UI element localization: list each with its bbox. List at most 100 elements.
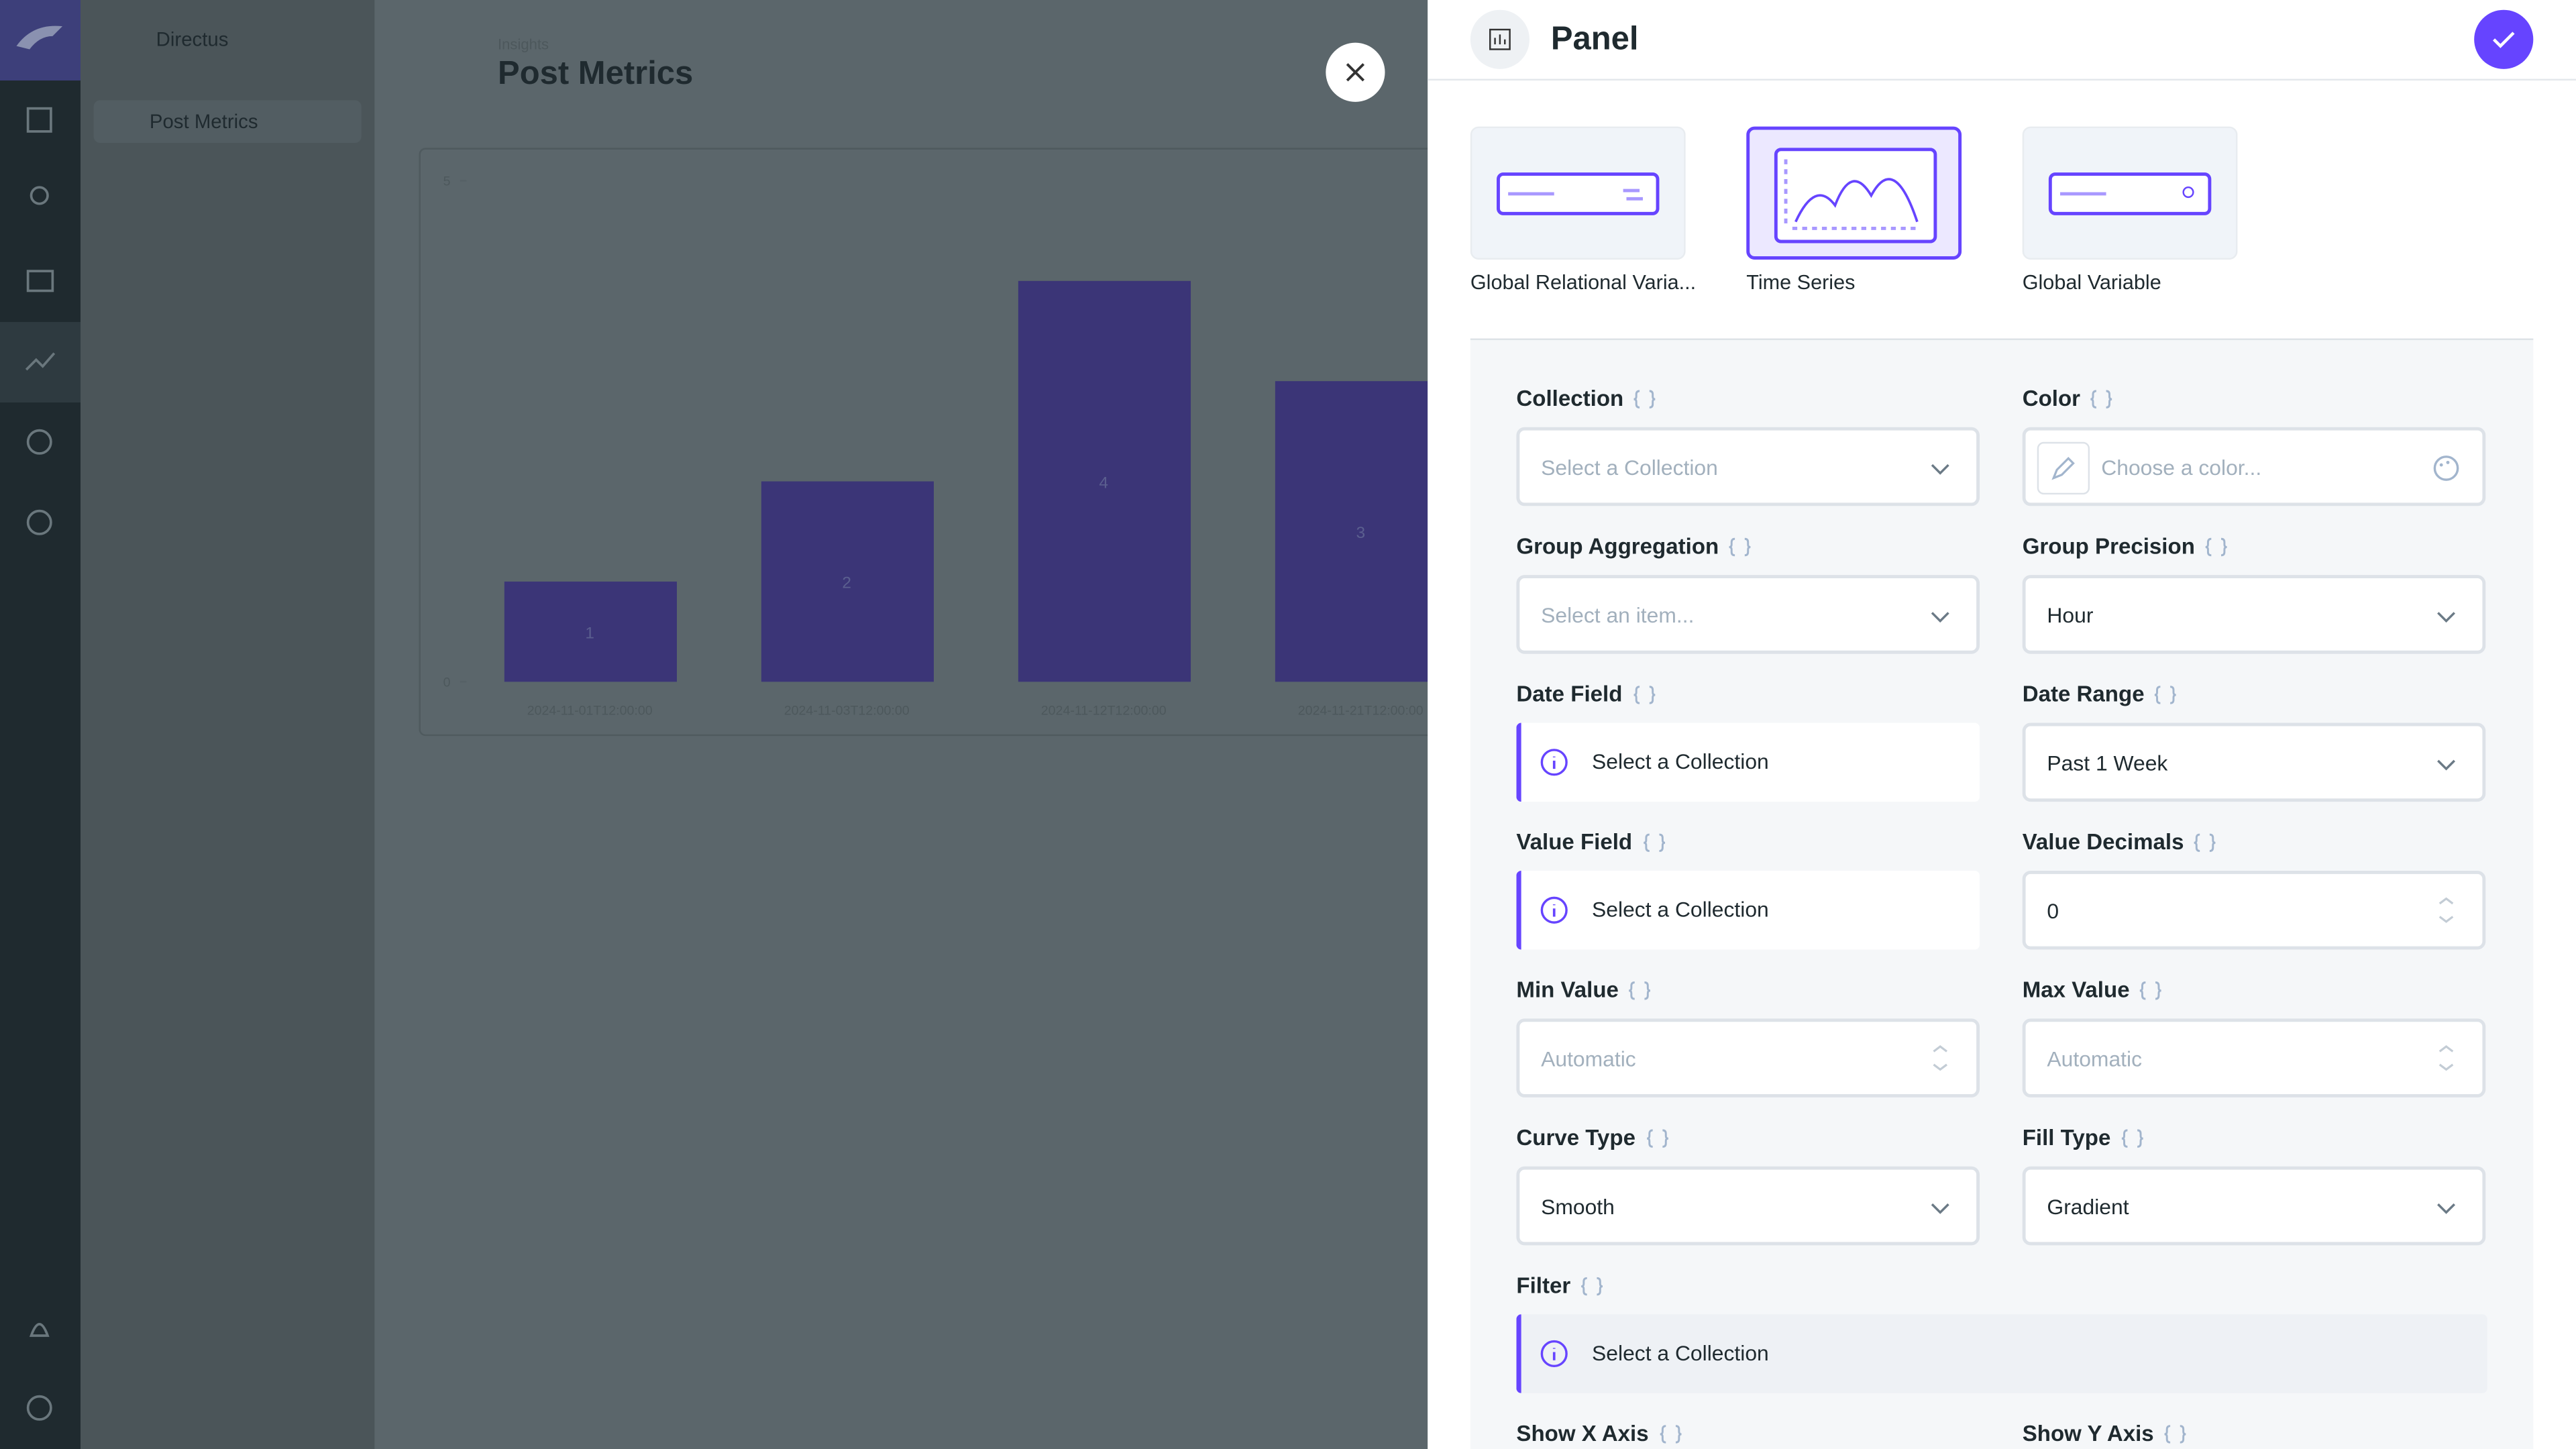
palette-icon bbox=[2433, 455, 2459, 481]
x-tick-label: 2024-11-03T12:00:00 bbox=[784, 703, 910, 718]
drawer-title: Panel bbox=[1550, 21, 1639, 58]
close-button[interactable] bbox=[1326, 42, 1385, 102]
field-value: Select a Collection bbox=[1592, 1340, 1769, 1366]
raw-value-toggle bbox=[1581, 1277, 1603, 1296]
bar-label: 1 bbox=[585, 624, 594, 642]
rail-icons bbox=[25, 107, 56, 1421]
raw-value-toggle bbox=[2121, 1129, 2143, 1148]
bar-label: 2 bbox=[842, 574, 851, 592]
stepper bbox=[2438, 1045, 2454, 1071]
raw-value-toggle bbox=[2154, 686, 2176, 704]
save-button[interactable] bbox=[2474, 9, 2534, 69]
field-select[interactable]: Select a Collection bbox=[1516, 427, 1980, 506]
field-label: Date Field bbox=[1516, 682, 1623, 707]
field-notice[interactable]: Select a Collection bbox=[1516, 1314, 2487, 1393]
raw-value-toggle bbox=[1629, 981, 1651, 1000]
drawer-header bbox=[1428, 0, 2576, 81]
chevron bbox=[2437, 759, 2455, 771]
raw-value-toggle bbox=[2164, 1425, 2186, 1444]
info-icon bbox=[1540, 749, 1568, 776]
field-select[interactable]: Hour bbox=[2022, 575, 2486, 654]
field-value: Choose a color... bbox=[2101, 455, 2262, 480]
field-select[interactable]: Past 1 Week bbox=[2022, 722, 2486, 802]
breadcrumb: Insights bbox=[498, 36, 549, 53]
chevron bbox=[1931, 612, 1949, 623]
field-select[interactable]: Smooth bbox=[1516, 1166, 1980, 1246]
nav-item[interactable]: Post Metrics bbox=[93, 100, 362, 144]
field-value: Select a Collection bbox=[1541, 455, 1718, 480]
chevron bbox=[1931, 464, 1949, 475]
panel-type[interactable] bbox=[1746, 126, 1962, 260]
color-swatch bbox=[2037, 441, 2090, 495]
stepper bbox=[2438, 897, 2454, 923]
bar-label: 3 bbox=[1356, 524, 1365, 542]
field-label: Group Aggregation bbox=[1516, 533, 1719, 559]
field-color[interactable]: Choose a color... bbox=[2022, 427, 2486, 506]
raw-value-toggle bbox=[1729, 537, 1751, 557]
page-title: Post Metrics bbox=[498, 56, 694, 93]
bar bbox=[504, 581, 677, 682]
field-select[interactable]: Gradient bbox=[2022, 1166, 2486, 1246]
field-value: Select a Collection bbox=[1592, 897, 1769, 922]
field-label: Value Field bbox=[1516, 829, 1633, 855]
field-label: Fill Type bbox=[2022, 1125, 2111, 1150]
check-icon bbox=[2492, 32, 2515, 48]
field-number[interactable]: Automatic bbox=[1516, 1018, 1980, 1097]
panel-type-label: Global Relational Varia... bbox=[1470, 271, 1697, 294]
header-icon bbox=[1470, 9, 1530, 69]
field-value: 0 bbox=[2047, 898, 2059, 924]
chevron bbox=[2437, 1203, 2455, 1214]
chart: 0 5 1 2024-11-01T12:00:00 2 2024-11-03T12:00:… bbox=[443, 174, 1428, 718]
logo[interactable] bbox=[0, 0, 81, 81]
field-label: Show X Axis bbox=[1516, 1421, 1649, 1446]
field-value: Past 1 Week bbox=[2047, 751, 2168, 775]
x-tick-label: 2024-11-12T12:00:00 bbox=[1041, 703, 1167, 718]
chevron bbox=[1931, 1203, 1949, 1214]
panel-type-label: Time Series bbox=[1746, 271, 1856, 294]
raw-value-toggle bbox=[1633, 390, 1656, 409]
field-label: Collection bbox=[1516, 386, 1624, 411]
field-value: Hour bbox=[2047, 602, 2094, 628]
raw-value-toggle bbox=[1644, 833, 1666, 853]
logo-icon bbox=[16, 25, 63, 50]
nav: Directus Post Metrics bbox=[80, 0, 375, 1449]
field-value: Automatic bbox=[2047, 1046, 2143, 1071]
bar bbox=[761, 481, 934, 682]
field-label: Filter bbox=[1516, 1273, 1571, 1298]
field-label: Show Y Axis bbox=[2022, 1421, 2154, 1446]
nav-label: Post Metrics bbox=[149, 110, 258, 133]
raw-value-toggle bbox=[2194, 833, 2216, 853]
project-name: Directus bbox=[156, 28, 229, 51]
raw-value-toggle bbox=[1660, 1425, 1682, 1444]
close-icon bbox=[1346, 63, 1365, 82]
chevron bbox=[2437, 612, 2455, 623]
field-label: Color bbox=[2022, 386, 2081, 411]
field-label: Curve Type bbox=[1516, 1125, 1636, 1150]
field-notice[interactable]: Select a Collection bbox=[1516, 870, 1980, 950]
field-label: Max Value bbox=[2022, 977, 2130, 1002]
panel-type[interactable] bbox=[1470, 126, 1686, 260]
panel-preview bbox=[1774, 148, 1937, 244]
field-select[interactable]: Select an item... bbox=[1516, 575, 1980, 654]
field-notice[interactable]: Select a Collection bbox=[1516, 722, 1980, 802]
info-icon bbox=[1540, 896, 1568, 924]
field-value: Gradient bbox=[2047, 1194, 2129, 1220]
bar bbox=[1018, 280, 1191, 682]
panel-type[interactable] bbox=[2022, 126, 2238, 260]
field-number[interactable]: Automatic bbox=[2022, 1018, 2486, 1097]
field-number[interactable]: 0 bbox=[2022, 870, 2486, 950]
pencil-icon bbox=[2051, 457, 2075, 480]
panel-preview bbox=[1497, 172, 1660, 215]
stepper bbox=[1933, 1045, 1947, 1071]
raw-value-toggle bbox=[2090, 390, 2112, 409]
y-tick-label: 0 bbox=[443, 676, 451, 690]
raw-value-toggle bbox=[1647, 1129, 1669, 1148]
raw-value-toggle bbox=[2205, 537, 2227, 557]
panel-preview bbox=[2048, 172, 2212, 215]
field-value: Automatic bbox=[1541, 1046, 1636, 1071]
chart-icon bbox=[1489, 28, 1511, 50]
field-label: Min Value bbox=[1516, 977, 1619, 1002]
raw-value-toggle bbox=[2139, 981, 2161, 1000]
